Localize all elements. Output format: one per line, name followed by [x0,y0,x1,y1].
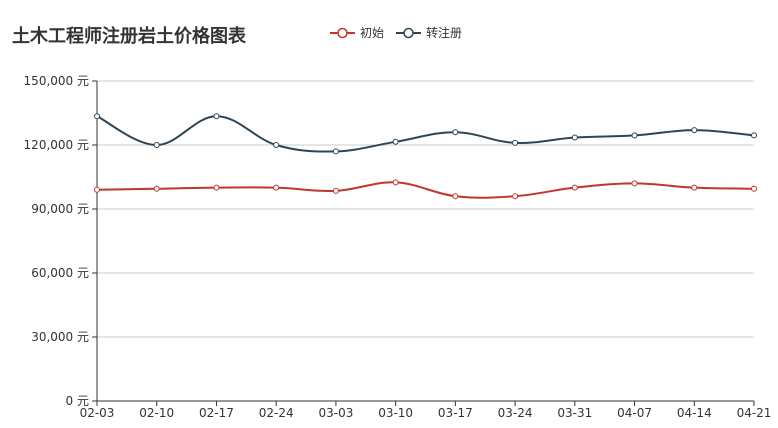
series-0-point-10[interactable] [691,184,698,191]
y-tick-label-5: 150,000 元 [24,74,89,88]
series-0-point-8[interactable] [571,184,578,191]
series-0-point-3[interactable] [273,184,280,191]
x-tick-label-7: 03-24 [498,406,533,420]
series-1-point-2[interactable] [213,113,220,120]
y-tick-label-2: 60,000 元 [31,266,89,280]
series-0-point-2[interactable] [213,184,220,191]
series-0-point-5[interactable] [392,179,399,186]
chart-legend: 初始 转注册 [330,24,462,41]
x-tick-label-8: 03-31 [557,406,592,420]
legend-swatch-series-1 [396,27,422,38]
legend-item-series-0[interactable]: 初始 [330,24,384,41]
series-1-point-9[interactable] [631,132,638,139]
x-tick-label-9: 04-07 [617,406,652,420]
x-tick-label-1: 02-10 [139,406,174,420]
series-1-point-7[interactable] [512,139,519,146]
y-tick-label-1: 30,000 元 [31,330,89,344]
series-1-point-8[interactable] [571,134,578,141]
y-tick-label-0: 0 元 [66,394,89,408]
legend-label-series-0: 初始 [360,26,385,40]
legend-swatch-series-0 [330,27,355,38]
series-0-point-11[interactable] [751,185,757,192]
series-0-point-6[interactable] [452,193,459,200]
series-0-point-1[interactable] [153,185,160,192]
series-1-point-6[interactable] [452,129,459,136]
series-1-point-10[interactable] [691,127,698,134]
series-1-point-3[interactable] [273,142,280,148]
series-1-point-0[interactable] [94,113,100,120]
series-0-point-9[interactable] [631,180,638,187]
series-1-point-4[interactable] [332,148,339,155]
series-line-1 [96,115,755,153]
x-tick-label-4: 03-03 [318,406,353,420]
legend-item-series-1[interactable]: 转注册 [396,24,462,41]
series-0-point-0[interactable] [94,186,100,193]
series-1-point-1[interactable] [153,142,160,148]
x-tick-label-11: 04-21 [737,406,772,420]
x-tick-label-6: 03-17 [438,406,473,420]
series-1-point-5[interactable] [392,138,399,145]
legend-label-series-1: 转注册 [426,26,463,40]
x-tick-label-2: 02-17 [199,406,234,420]
chart-title: 土木工程师注册岩土价格图表 [12,26,246,47]
x-tick-label-10: 04-14 [677,406,712,420]
x-tick-label-3: 02-24 [259,406,294,420]
series-1-point-11[interactable] [751,132,757,139]
y-tick-label-3: 90,000 元 [31,202,89,216]
y-tick-label-4: 120,000 元 [24,138,89,152]
x-tick-label-5: 03-10 [378,406,413,420]
x-tick-label-0: 02-03 [80,406,115,420]
series-line-0 [96,181,755,199]
series-0-point-4[interactable] [332,187,339,194]
series-0-point-7[interactable] [512,193,519,200]
